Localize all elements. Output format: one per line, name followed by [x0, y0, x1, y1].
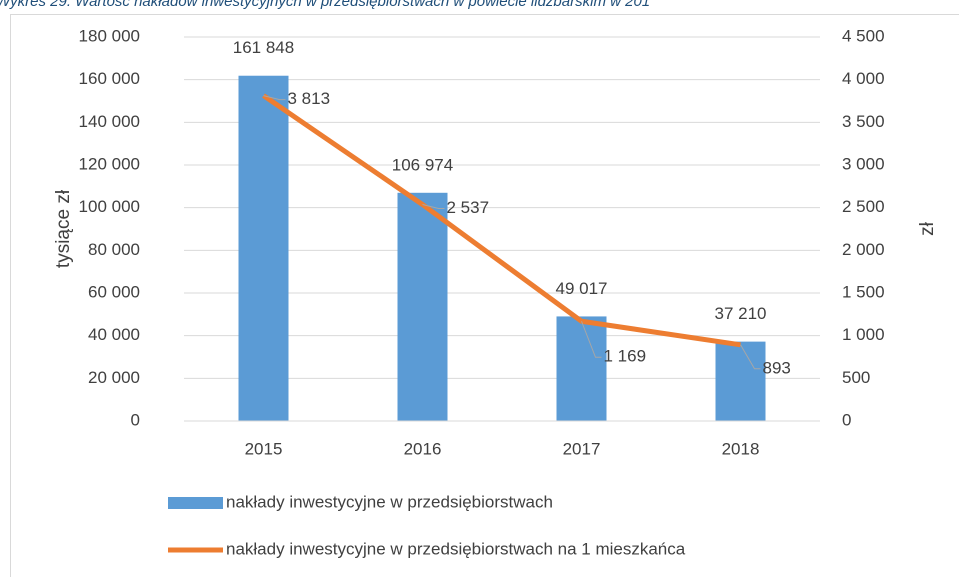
- y2-tick-label: 3 500: [842, 112, 885, 131]
- y2-tick-label: 4 000: [842, 69, 885, 88]
- y-tick-label: 80 000: [88, 240, 140, 259]
- leader-line: [422, 204, 445, 210]
- y2-tick-label: 4 500: [842, 26, 885, 45]
- data-label: 893: [763, 358, 791, 377]
- y2-tick-label: 0: [842, 410, 851, 429]
- y-tick-label: 40 000: [88, 325, 140, 344]
- data-label: 2 537: [447, 198, 490, 217]
- legend-label: nakłady inwestycyjne w przedsiębiorstwac…: [226, 539, 686, 558]
- x-tick-label: 2016: [404, 439, 442, 458]
- y-tick-label: 180 000: [79, 26, 140, 45]
- bar: [397, 192, 448, 421]
- leader-line: [263, 95, 286, 101]
- x-tick-label: 2015: [245, 439, 283, 458]
- y-tick-label: 160 000: [79, 69, 140, 88]
- data-label: 37 210: [715, 304, 767, 323]
- y2-axis-label: zł: [917, 221, 938, 236]
- bar: [715, 341, 766, 421]
- y-tick-label: 0: [131, 410, 140, 429]
- y2-tick-label: 1 000: [842, 325, 885, 344]
- y-tick-label: 120 000: [79, 154, 140, 173]
- legend-swatch: [168, 497, 223, 509]
- y-axis-label: tysiące zł: [53, 189, 74, 268]
- y-tick-label: 20 000: [88, 368, 140, 387]
- x-tick-label: 2017: [563, 439, 601, 458]
- data-label: 49 017: [556, 279, 608, 298]
- line: [262, 93, 741, 348]
- y2-tick-label: 2 500: [842, 197, 885, 216]
- y2-tick-label: 3 000: [842, 154, 885, 173]
- y2-tick-label: 1 500: [842, 282, 885, 301]
- bar: [238, 75, 289, 421]
- chart-title: Wykres 29. Wartość nakładów inwestycyjny…: [0, 0, 650, 10]
- legend-label: nakłady inwestycyjne w przedsiębiorstwac…: [226, 492, 553, 511]
- data-label: 3 813: [288, 89, 331, 108]
- data-label: 1 169: [604, 347, 647, 366]
- chart-frame: [10, 14, 959, 577]
- y-tick-label: 60 000: [88, 282, 140, 301]
- x-tick-label: 2018: [722, 439, 760, 458]
- leader-line: [740, 344, 761, 370]
- leader-line: [581, 321, 602, 358]
- y2-tick-label: 2 000: [842, 240, 885, 259]
- data-label: 106 974: [392, 155, 453, 174]
- data-label: 161 848: [233, 38, 294, 57]
- y2-tick-label: 500: [842, 368, 870, 387]
- y-tick-label: 100 000: [79, 197, 140, 216]
- bar: [556, 316, 607, 421]
- y-tick-label: 140 000: [79, 112, 140, 131]
